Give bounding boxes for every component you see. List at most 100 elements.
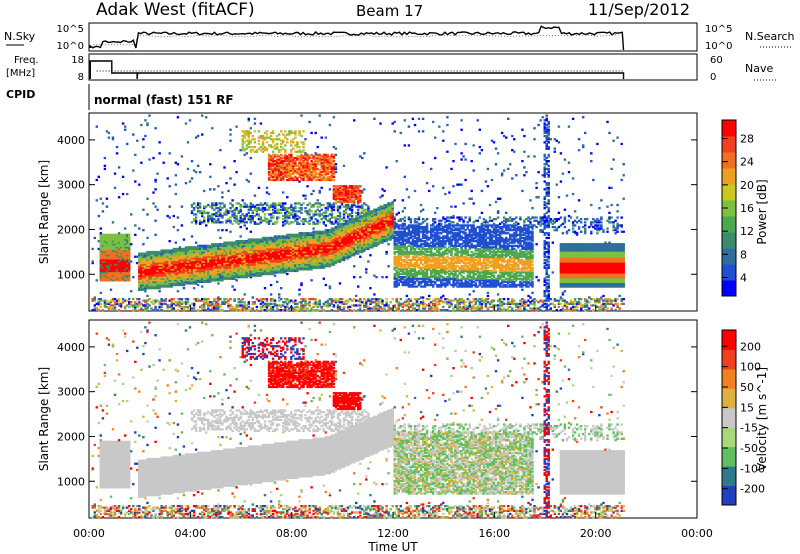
power-cell — [169, 300, 171, 302]
radar-title: Adak West (fitACF) — [96, 0, 255, 20]
power-cell — [219, 298, 221, 300]
power-cell — [252, 149, 254, 151]
power-cell — [296, 215, 298, 217]
power-cell — [250, 157, 252, 159]
power-cell — [154, 306, 156, 308]
power-cell — [282, 140, 284, 142]
power-cell — [302, 202, 304, 204]
power-cell — [321, 177, 323, 179]
power-cell — [108, 234, 110, 236]
power-cell — [100, 232, 102, 234]
power-cell — [229, 220, 231, 222]
power-cell — [229, 298, 231, 300]
power-cell — [173, 226, 175, 228]
power-cell — [152, 300, 154, 302]
power-cell — [254, 118, 256, 120]
power-cell — [335, 216, 337, 218]
power-cell — [294, 130, 296, 132]
power-cell — [321, 187, 323, 189]
power-cell — [98, 176, 100, 178]
power-cell — [343, 223, 345, 225]
power-cell — [260, 209, 262, 211]
power-cell — [266, 148, 268, 150]
power-cell — [94, 237, 96, 239]
power-cell — [333, 116, 335, 118]
power-cell — [235, 126, 237, 128]
noise-traces — [90, 26, 623, 50]
power-cell — [266, 303, 268, 305]
power-cell — [302, 149, 304, 151]
power-cell — [211, 127, 213, 129]
power-cell — [221, 221, 223, 223]
power-cell — [296, 234, 298, 236]
power-cell — [108, 137, 110, 139]
power-cell — [306, 185, 308, 187]
power-cell — [152, 157, 154, 159]
power-cell — [260, 216, 262, 218]
power-cell — [213, 202, 215, 204]
power-cell — [315, 298, 317, 300]
power-cell — [290, 204, 292, 206]
power-cell — [280, 130, 282, 132]
power-cell — [294, 137, 296, 139]
power-cell — [312, 303, 314, 305]
power-cell — [173, 215, 175, 217]
power-cell — [126, 143, 128, 145]
power-cell — [290, 173, 292, 175]
power-cell — [146, 213, 148, 215]
power-cell — [132, 276, 134, 278]
power-cell — [142, 209, 144, 211]
power-cell — [282, 166, 284, 168]
power-cell — [100, 303, 102, 305]
power-cell — [304, 232, 306, 234]
power-cell — [333, 176, 335, 178]
power-cell — [114, 234, 116, 236]
cpid-label: CPID — [6, 88, 35, 101]
freq-label-line2: [MHz] — [6, 68, 35, 79]
power-cell — [110, 289, 112, 291]
power-cell — [282, 309, 284, 311]
power-cell — [304, 162, 306, 164]
power-cell — [244, 206, 246, 208]
power-cell — [118, 196, 120, 198]
power-cell — [244, 202, 246, 204]
power-cell — [351, 304, 353, 306]
power-cell — [290, 144, 292, 146]
power-cell — [144, 119, 146, 121]
power-cell — [304, 195, 306, 197]
power-cell — [300, 282, 302, 284]
power-cell — [112, 137, 114, 139]
nsearch-trace — [94, 35, 618, 45]
power-cell — [205, 298, 207, 300]
power-cell — [114, 187, 116, 189]
power-cell — [231, 204, 233, 206]
power-cell — [92, 260, 94, 262]
power-cell — [250, 231, 252, 233]
power-cell — [323, 278, 325, 280]
power-cell — [96, 179, 98, 181]
power-cell — [152, 202, 154, 204]
power-cell — [304, 138, 306, 140]
power-cell — [335, 185, 337, 187]
power-cell — [154, 127, 156, 129]
power-cell — [250, 127, 252, 129]
power-cell — [203, 220, 205, 222]
power-cell — [177, 163, 179, 165]
power-cell — [187, 141, 189, 143]
power-cell — [205, 116, 207, 118]
power-cell — [335, 298, 337, 300]
power-cell — [197, 135, 199, 137]
power-cell — [308, 121, 310, 123]
power-cell — [268, 193, 270, 195]
power-cell — [221, 202, 223, 204]
power-cell — [258, 187, 260, 189]
power-cell — [144, 135, 146, 137]
power-cell — [284, 130, 286, 132]
power-cell — [185, 182, 187, 184]
power-cell — [343, 185, 345, 187]
power-cell — [266, 209, 268, 211]
power-cell — [134, 154, 136, 156]
power-cell — [244, 240, 246, 242]
power-cell — [280, 287, 282, 289]
power-cell — [112, 221, 114, 223]
